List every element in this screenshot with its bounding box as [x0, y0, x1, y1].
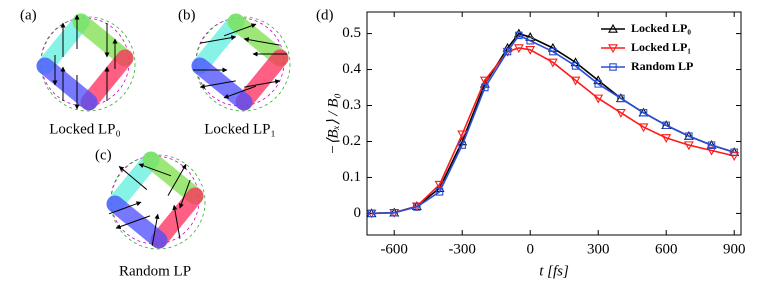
panel-tag: (c): [95, 147, 112, 163]
point-marker: [661, 134, 672, 144]
schematics: [36, 13, 291, 250]
legend-marker: [609, 63, 617, 71]
x-tick-label: 900: [723, 241, 746, 257]
chain-segment: [191, 13, 245, 75]
legend-label: Locked LP₁: [631, 40, 691, 54]
point-marker: [730, 148, 738, 157]
legend-marker: [608, 23, 618, 33]
x-tick-label: 0: [526, 241, 534, 257]
point-marker: [594, 80, 602, 88]
point-marker: [729, 152, 740, 162]
y-tick-label: 0.1: [342, 169, 361, 185]
point-marker: [526, 37, 534, 45]
point-marker: [515, 31, 523, 40]
chain-segment: [36, 57, 98, 111]
polarization-arrow: [108, 201, 142, 215]
point-marker: [411, 202, 422, 212]
x-tick-label: -600: [380, 241, 408, 257]
polarization-arrow: [118, 166, 148, 190]
point-marker: [457, 130, 468, 140]
point-marker: [685, 132, 693, 140]
chain-segment: [150, 187, 204, 249]
point-marker: [615, 108, 626, 118]
point-marker: [639, 108, 648, 117]
y-tick-label: 0.5: [342, 25, 361, 41]
point-marker: [549, 47, 557, 56]
point-marker: [547, 58, 558, 68]
guide-circle: [110, 154, 206, 250]
point-marker: [435, 188, 444, 196]
guide-circle: [195, 16, 291, 112]
point-marker: [706, 146, 717, 156]
polarization-arrow: [243, 37, 280, 46]
legend-label: Random LP: [631, 59, 693, 73]
point-marker: [707, 141, 716, 149]
y-axis-label: −⟨Bₓ⟩ / B₀: [325, 93, 341, 154]
chain-segment: [142, 151, 204, 205]
polarization-arrow: [138, 163, 172, 177]
y-tick-label: 0.4: [342, 61, 361, 77]
plot-frame: [366, 11, 742, 236]
polarization-arrow: [179, 179, 191, 209]
legend-label: Locked LP₀: [631, 21, 691, 35]
panel-tag: (d): [316, 7, 334, 23]
panel-tag: (a): [20, 7, 37, 23]
point-marker: [390, 208, 398, 217]
point-marker: [638, 123, 649, 133]
legend-marker: [608, 44, 618, 54]
chain-segment: [191, 57, 253, 111]
panel-caption: Random LP: [119, 263, 191, 279]
polarization-arrow: [200, 35, 237, 44]
y-tick-label: 0: [354, 205, 362, 221]
point-marker: [683, 141, 694, 151]
panel-tag: (b): [178, 7, 196, 23]
point-marker: [481, 83, 489, 92]
panel-caption: Locked LP₀: [49, 121, 120, 137]
point-marker: [570, 76, 581, 86]
point-marker: [571, 62, 580, 70]
polarization-arrow: [167, 163, 187, 196]
series-line: [371, 34, 735, 215]
x-tick-label: 600: [655, 241, 678, 257]
point-marker: [479, 76, 490, 86]
chain-segment: [106, 195, 168, 249]
polarization-arrow: [115, 215, 151, 229]
polarization-arrow: [172, 204, 181, 239]
point-marker: [513, 44, 524, 54]
point-marker: [662, 121, 670, 130]
chain-segment: [235, 49, 289, 111]
panel-caption: Locked LP₁: [204, 121, 275, 137]
point-marker: [413, 203, 421, 211]
point-marker: [503, 47, 512, 56]
point-marker: [367, 209, 376, 218]
point-marker: [434, 180, 445, 190]
polarization-arrow: [244, 79, 281, 88]
series-line: [371, 47, 735, 215]
chain-segment: [227, 13, 289, 67]
x-tick-label: -300: [448, 241, 476, 257]
point-marker: [593, 94, 604, 104]
point-marker: [513, 28, 524, 38]
point-marker: [617, 94, 625, 103]
polarization-arrow: [223, 85, 257, 99]
y-tick-label: 0.3: [342, 97, 361, 113]
chain-segment: [72, 13, 134, 67]
guide-circle: [40, 16, 136, 112]
x-tick-label: 300: [587, 241, 610, 257]
y-tick-label: 0.2: [342, 133, 361, 149]
point-marker: [458, 141, 466, 149]
x-axis-label: t [fs]: [539, 263, 569, 279]
polarization-arrow: [223, 23, 257, 37]
polarization-arrow: [151, 213, 160, 246]
point-marker: [525, 46, 536, 55]
polarization-arrow: [199, 80, 236, 89]
chain-segment: [106, 151, 160, 213]
